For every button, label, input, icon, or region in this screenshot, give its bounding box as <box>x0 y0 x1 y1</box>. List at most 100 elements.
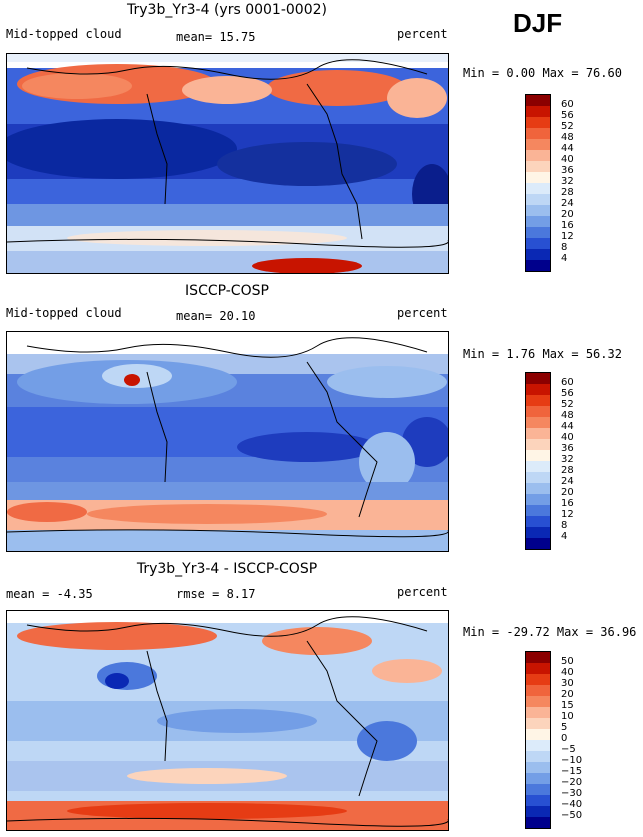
panel-1-colorbar-tick: 36 <box>561 165 574 176</box>
panel-3-colorbar-swatch <box>526 663 550 674</box>
panel-1-colorbar-tick: 20 <box>561 209 574 220</box>
panel-2-colorbar-swatch <box>526 483 550 494</box>
panel-1-colorbar-tick: 8 <box>561 242 568 253</box>
panel-2-colorbar-swatch <box>526 395 550 406</box>
panel-3-colorbar-tick: 10 <box>561 711 574 722</box>
panel-1-colorbar-swatch <box>526 117 550 128</box>
panel-2-colorbar-tick: 36 <box>561 443 574 454</box>
panel-3-colorbar-swatch <box>526 795 550 806</box>
panel-2-colorbar-tick: 56 <box>561 388 574 399</box>
panel-3-colorbar-swatch <box>526 685 550 696</box>
panel-3-colorbar-swatch <box>526 696 550 707</box>
panel-3-colorbar-swatch <box>526 806 550 817</box>
panel-2-mean-label: mean= 20.10 <box>176 309 256 323</box>
panel-1-colorbar-tick: 12 <box>561 231 574 242</box>
panel-1-colorbar-swatch <box>526 139 550 150</box>
panel-1-minmax-label: Min = 0.00 Max = 76.60 <box>463 66 622 80</box>
panel-2-colorbar-swatch <box>526 417 550 428</box>
panel-3-colorbar-tick: −40 <box>561 799 583 810</box>
panel-3-colorbar-tick: −50 <box>561 810 583 821</box>
panel-3-colorbar-tick: 50 <box>561 656 574 667</box>
panel-1-colorbar-tick: 52 <box>561 121 574 132</box>
panel-2-colorbar-swatch <box>526 472 550 483</box>
panel-1-colorbar-tick: 28 <box>561 187 574 198</box>
panel-3-mean-label: mean = -4.35 <box>6 587 93 601</box>
panel-1-colorbar-tick: 44 <box>561 143 574 154</box>
panel-1-colorbar-swatch <box>526 172 550 183</box>
panel-2-colorbar-swatch <box>526 406 550 417</box>
panel-2-colorbar-swatch <box>526 384 550 395</box>
panel-2-heatmap <box>7 332 448 551</box>
panel-2-variable-label: Mid-topped cloud <box>6 306 122 320</box>
panel-2-colorbar-tick: 4 <box>561 531 568 542</box>
panel-3-colorbar-tick: −30 <box>561 788 583 799</box>
panel-2-colorbar-tick: 24 <box>561 476 574 487</box>
panel-2-colorbar-tick: 44 <box>561 421 574 432</box>
panel-2-colorbar-swatch <box>526 428 550 439</box>
panel-2-colorbar-swatch <box>526 538 550 549</box>
panel-3-colorbar-swatch <box>526 729 550 740</box>
panel-2-minmax-label: Min = 1.76 Max = 56.32 <box>463 347 622 361</box>
panel-1-colorbar-swatch <box>526 161 550 172</box>
panel-3-colorbar-tick: −10 <box>561 755 583 766</box>
panel-3-colorbar-tick: −15 <box>561 766 583 777</box>
panel-2-colorbar-tick: 48 <box>561 410 574 421</box>
panel-2-units-label: percent <box>397 306 448 320</box>
panel-2-colorbar-swatch <box>526 450 550 461</box>
panel-1-colorbar-swatch <box>526 150 550 161</box>
panel-3-colorbar-swatch <box>526 751 550 762</box>
panel-1-colorbar-tick: 48 <box>561 132 574 143</box>
panel-3-title: Try3b_Yr3-4 - ISCCP-COSP <box>136 561 318 577</box>
panel-1-title: Try3b_Yr3-4 (yrs 0001-0002) <box>127 2 327 18</box>
panel-2-colorbar-swatch <box>526 373 550 384</box>
panel-3-colorbar-swatch <box>526 817 550 828</box>
panel-3-colorbar-swatch <box>526 707 550 718</box>
panel-2-colorbar-swatch <box>526 439 550 450</box>
panel-3-colorbar-tick: 40 <box>561 667 574 678</box>
panel-2-colorbar <box>525 372 551 550</box>
panel-1-colorbar-tick: 32 <box>561 176 574 187</box>
season-label: DJF <box>513 8 563 38</box>
panel-3-colorbar-tick: 5 <box>561 722 568 733</box>
panel-2-colorbar-tick: 8 <box>561 520 568 531</box>
panel-2-colorbar-tick: 52 <box>561 399 574 410</box>
panel-3-colorbar-tick: −5 <box>561 744 576 755</box>
panel-1-colorbar-swatch <box>526 238 550 249</box>
panel-1-colorbar-tick: 4 <box>561 253 568 264</box>
panel-1-colorbar-tick: 60 <box>561 99 574 110</box>
panel-2-title: ISCCP-COSP <box>185 283 269 299</box>
panel-1-colorbar-swatch <box>526 194 550 205</box>
panel-3-units-label: percent <box>397 585 448 599</box>
panel-3-colorbar <box>525 651 551 829</box>
panel-1-variable-label: Mid-topped cloud <box>6 27 122 41</box>
panel-1-mean-label: mean= 15.75 <box>176 30 256 44</box>
panel-2-colorbar-tick: 28 <box>561 465 574 476</box>
panel-2-colorbar-tick: 32 <box>561 454 574 465</box>
panel-3-map <box>6 610 449 831</box>
panel-1-map <box>6 53 449 274</box>
panel-2-colorbar-tick: 16 <box>561 498 574 509</box>
panel-1-colorbar-swatch <box>526 106 550 117</box>
panel-2-colorbar-swatch <box>526 527 550 538</box>
panel-1-colorbar-tick: 40 <box>561 154 574 165</box>
panel-3-colorbar-tick: 30 <box>561 678 574 689</box>
panel-3-heatmap <box>7 611 448 830</box>
panel-2-colorbar-swatch <box>526 516 550 527</box>
panel-2-colorbar-swatch <box>526 494 550 505</box>
panel-1-colorbar-swatch <box>526 128 550 139</box>
panel-2-colorbar-tick: 12 <box>561 509 574 520</box>
panel-3-colorbar-tick: 15 <box>561 700 574 711</box>
panel-1-colorbar <box>525 94 551 272</box>
panel-1-colorbar-swatch <box>526 216 550 227</box>
panel-2-colorbar-tick: 20 <box>561 487 574 498</box>
panel-1-colorbar-swatch <box>526 183 550 194</box>
panel-1-colorbar-tick: 24 <box>561 198 574 209</box>
panel-1-colorbar-swatch <box>526 249 550 260</box>
panel-3-colorbar-swatch <box>526 762 550 773</box>
panel-1-units-label: percent <box>397 27 448 41</box>
panel-3-minmax-label: Min = -29.72 Max = 36.96 <box>463 625 637 639</box>
panel-2-colorbar-swatch <box>526 461 550 472</box>
panel-1-heatmap <box>7 54 448 273</box>
panel-3-colorbar-swatch <box>526 773 550 784</box>
panel-1-colorbar-swatch <box>526 95 550 106</box>
